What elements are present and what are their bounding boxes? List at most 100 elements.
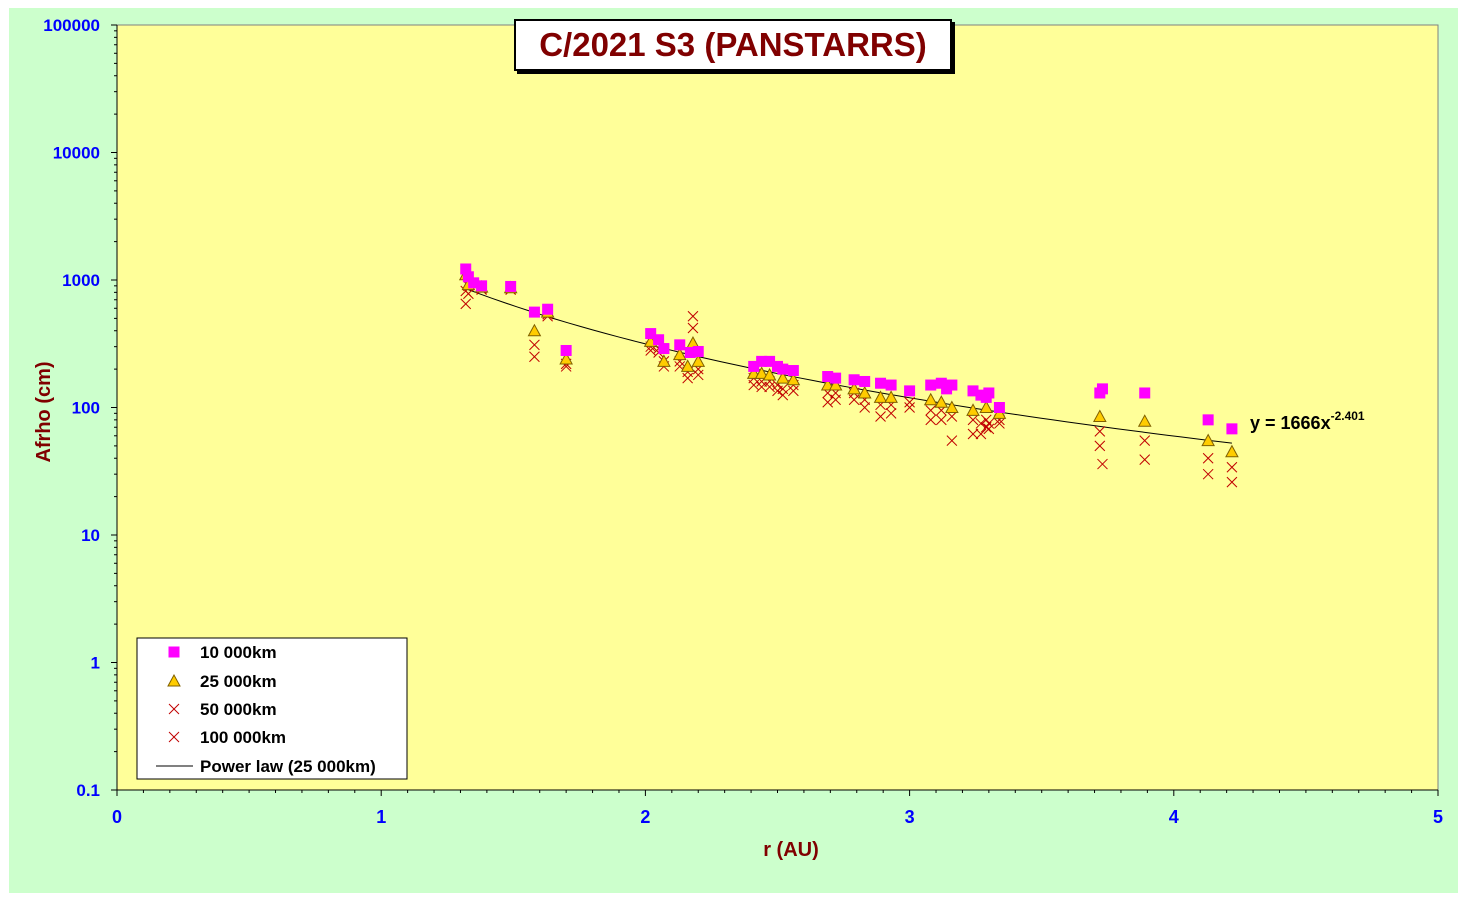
data-point [1139,435,1151,446]
x-marker-stroke [687,322,699,334]
axes: 0.1 1 10 100 1000 10000 100000 0 1 2 3 4 5 [43,16,1443,827]
x-marker-stroke [1094,440,1106,452]
data-point [925,414,937,426]
data-point [691,354,706,367]
data-point [946,379,958,391]
legend-label: 100 000km [200,728,286,747]
data-point [786,372,801,386]
data-point [975,418,987,429]
y-tick-label: 100000 [43,16,100,35]
legend: 10 000km 25 000km 50 000km 100 000km Power l… [136,637,408,780]
legend-marker [167,673,181,687]
data-point [559,351,573,365]
x-tick-label: 2 [640,807,650,827]
data-point [983,423,995,435]
series-10-000km [460,263,1238,435]
x-marker-stroke [859,402,871,413]
y-tick-label: 1 [91,654,100,673]
data-point [904,385,916,397]
x-marker-stroke [645,345,657,356]
data-point [1226,423,1238,435]
y-tick-label: 10 [81,526,100,545]
data-point [528,306,540,318]
data-point [885,379,897,391]
data-point [945,400,959,413]
y-tick-label: 10000 [53,144,100,163]
data-point [692,345,704,357]
x-axis-title: r (AU) [763,839,819,861]
x-marker-stroke [946,411,958,422]
x-marker-stroke [975,428,987,440]
data-point [828,378,843,391]
data-point [658,343,670,355]
x-marker-stroke [687,310,699,322]
data-point [1139,454,1151,465]
data-point [966,403,980,416]
data-point [859,402,871,413]
data-point [993,402,1005,413]
data-point [935,414,947,426]
data-point [754,366,769,379]
data-point [1201,433,1215,447]
data-point [923,392,938,406]
x-marker-stroke [925,414,937,426]
data-point [873,390,888,403]
equation-exponent: -2.401 [1331,409,1365,423]
x-marker-stroke [983,423,995,435]
data-point [1139,387,1151,399]
legend-label: 10 000km [200,643,277,662]
data-point [1137,414,1152,427]
data-point [875,377,887,389]
data-point [542,303,554,315]
data-point [762,367,777,381]
data-point [505,280,517,292]
x-marker-stroke [168,703,180,715]
x-marker-stroke [975,418,987,429]
x-marker-stroke [822,396,834,408]
x-marker-stroke [674,361,686,372]
x-marker-stroke [935,414,947,426]
data-point [687,322,699,334]
x-marker-stroke [983,418,995,429]
data-point [529,351,540,363]
x-tick-label: 0 [112,807,122,827]
data-point [859,375,871,387]
data-point [967,414,979,426]
data-point [787,365,799,377]
data-point [946,435,958,446]
x-marker-stroke [875,411,886,422]
data-point [925,404,937,416]
data-point [946,411,958,422]
trendline-equation: y = 1666x-2.401 [1250,409,1365,433]
x-marker-stroke [529,351,540,363]
x-marker-stroke [946,435,958,446]
legend-label: 50 000km [200,700,277,719]
data-point [979,400,994,413]
data-point [460,298,472,310]
x-tick-label: 1 [376,807,386,827]
data-point [672,347,687,361]
data-point [777,363,789,375]
data-point [645,328,657,340]
data-point [904,396,915,408]
data-point [847,381,861,395]
data-point [527,323,542,337]
x-tick-label: 3 [905,807,915,827]
legend-marker [168,731,180,743]
legend-marker [168,646,180,658]
data-point [967,428,979,440]
legend-label: 25 000km [200,672,277,691]
x-marker-stroke [529,339,540,351]
data-point [822,396,834,408]
x-tick-label: 4 [1169,807,1179,827]
data-point [680,359,695,372]
x-marker-stroke [777,383,789,395]
data-point [1094,440,1106,452]
data-point [904,402,915,413]
x-marker-stroke [904,402,915,413]
x-marker-stroke [1202,468,1214,480]
data-point [687,310,699,322]
data-point [830,372,842,384]
y-tick-label: 1000 [62,271,100,290]
